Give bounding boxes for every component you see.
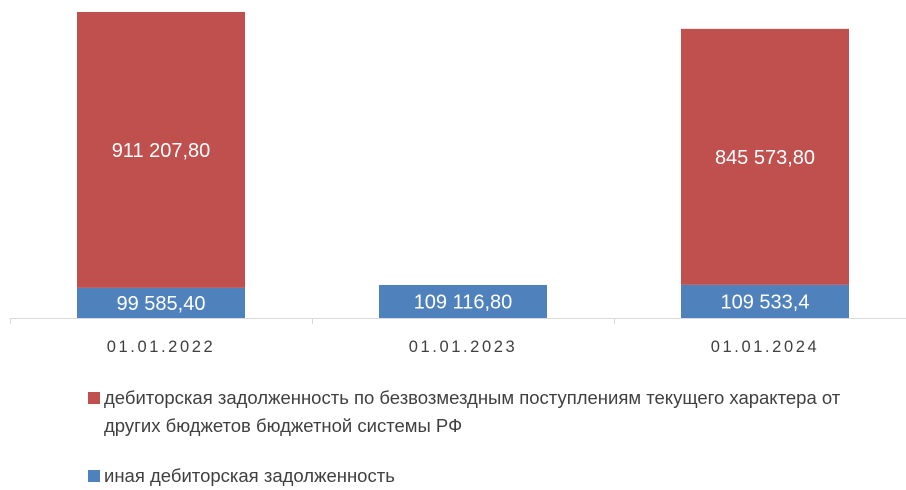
bar-other-01-01-2022	[77, 287, 245, 318]
legend-label-other-receivables: иная дебиторская задолженность	[104, 465, 395, 486]
bar-other-01-01-2023	[379, 284, 547, 318]
legend-swatch-blue	[88, 470, 100, 482]
data-label-other-01-01-2024: 109 533,4	[721, 291, 810, 313]
bar-budget-01-01-2024	[681, 28, 849, 285]
stacked-bar-chart: 99 585,40 911 207,80 01.01.2022 109 116,80 0…	[10, 12, 906, 356]
bar-other-01-01-2024	[681, 284, 849, 318]
data-label-budget-01-01-2022: 911 207,80	[112, 140, 211, 162]
data-label-other-01-01-2023: 109 116,80	[414, 291, 513, 313]
legend-item-budget-receivables: дебиторская задолженность по безвозмездн…	[88, 384, 888, 440]
legend-item-other-receivables: иная дебиторская задолженность	[88, 462, 888, 490]
data-label-other-01-01-2022: 99 585,40	[117, 293, 206, 315]
x-tick-label-01-01-2022: 01.01.2022	[107, 338, 216, 356]
x-tick-label-01-01-2023: 01.01.2023	[409, 338, 518, 356]
legend-label-budget-receivables: дебиторская задолженность по безвозмездн…	[104, 387, 841, 436]
bar-budget-01-01-2022	[77, 12, 245, 288]
legend-swatch-red	[88, 392, 100, 404]
x-tick-label-01-01-2024: 01.01.2024	[711, 338, 820, 356]
data-label-budget-01-01-2024: 845 573,80	[715, 147, 815, 169]
chart-legend: дебиторская задолженность по безвозмездн…	[88, 384, 888, 490]
